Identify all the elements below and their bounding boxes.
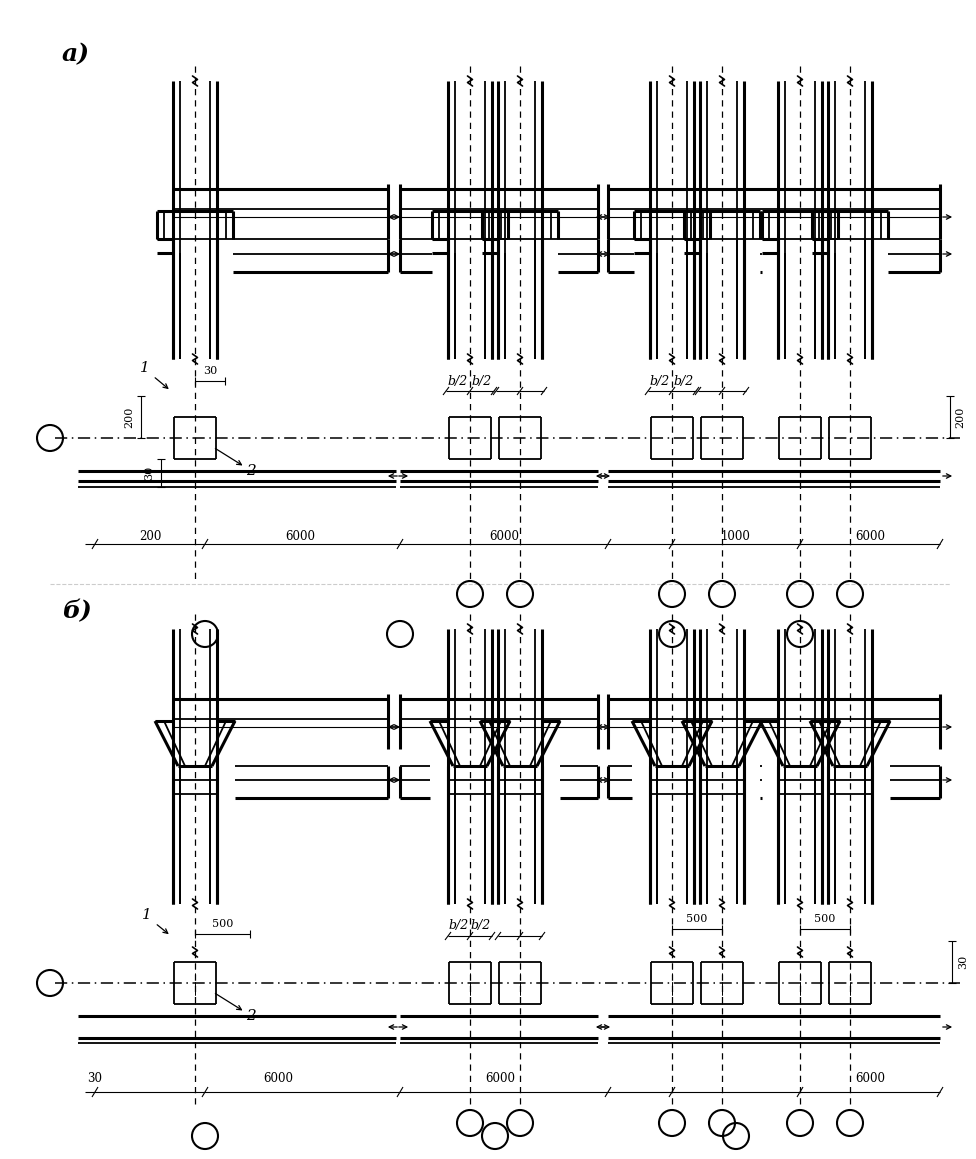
Text: 2: 2 [246, 1009, 256, 1023]
Text: 200: 200 [139, 530, 161, 542]
Text: 6000: 6000 [263, 1072, 293, 1086]
Text: 200: 200 [124, 407, 134, 428]
Text: 6000: 6000 [285, 530, 315, 542]
Text: 1000: 1000 [721, 530, 751, 542]
Text: 200: 200 [955, 407, 965, 428]
Text: 2: 2 [246, 464, 256, 478]
Text: 1: 1 [141, 360, 150, 376]
Text: б): б) [62, 599, 92, 624]
Text: 30: 30 [203, 366, 217, 376]
Text: 30: 30 [958, 955, 968, 969]
Text: а): а) [62, 42, 90, 66]
Text: 30: 30 [88, 1072, 102, 1086]
Text: 6000: 6000 [485, 1072, 515, 1086]
Text: b/2: b/2 [449, 919, 469, 933]
Text: b/2: b/2 [673, 374, 694, 387]
Text: 500: 500 [212, 919, 233, 930]
Text: b/2: b/2 [650, 374, 671, 387]
Text: 6000: 6000 [489, 530, 519, 542]
Text: 6000: 6000 [855, 530, 885, 542]
Text: b/2: b/2 [448, 374, 468, 387]
Text: 30: 30 [144, 466, 154, 480]
Text: 500: 500 [814, 914, 835, 924]
Text: b/2: b/2 [471, 374, 492, 387]
Text: b/2: b/2 [470, 919, 491, 933]
Text: 6000: 6000 [855, 1072, 885, 1086]
Text: 1: 1 [142, 907, 152, 923]
Text: 500: 500 [686, 914, 708, 924]
